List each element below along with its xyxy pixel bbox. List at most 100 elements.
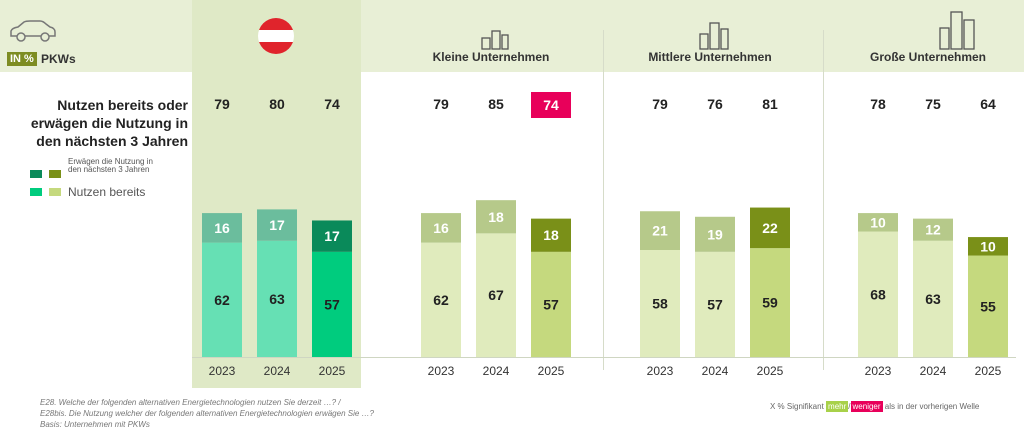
group-title-medium: Mittlere Unternehmen xyxy=(648,50,772,64)
bar-label-using: 62 xyxy=(433,292,449,308)
bar-label-using: 63 xyxy=(269,291,285,307)
year-label: 2024 xyxy=(919,364,947,378)
sig-prefix: X % Signifikant xyxy=(770,402,824,411)
bar-label-consider: 19 xyxy=(707,226,723,242)
bar-label-consider: 22 xyxy=(762,220,778,236)
total-value: 79 xyxy=(214,96,230,112)
total-value: 76 xyxy=(707,96,723,112)
bar-consider xyxy=(202,213,242,243)
bar-label-consider: 17 xyxy=(324,228,340,244)
bar-label-using: 58 xyxy=(652,295,668,311)
total-value: 79 xyxy=(652,96,668,112)
bar-label-consider: 16 xyxy=(214,220,230,236)
year-label: 2023 xyxy=(646,364,674,378)
bar-label-using: 57 xyxy=(707,296,723,312)
bar-using xyxy=(750,248,790,357)
sig-suffix: als in der vorherigen Welle xyxy=(884,402,980,411)
bar-consider xyxy=(257,209,297,241)
group-divider xyxy=(823,30,824,370)
total-value: 74 xyxy=(531,92,571,118)
question-title: Nutzen bereits oder erwägen die Nutzung … xyxy=(30,97,188,149)
bar-consider xyxy=(312,220,352,252)
sig-more-chip: mehr xyxy=(826,401,849,412)
bar-label-consider: 10 xyxy=(870,214,886,230)
bar-consider xyxy=(913,218,953,241)
total-value: 78 xyxy=(870,96,886,112)
medium-building-icon xyxy=(699,22,729,50)
bar-using xyxy=(312,251,352,357)
bar-label-consider: 17 xyxy=(269,217,285,233)
legend-label-using: Nutzen bereits xyxy=(68,185,146,199)
bar-consider xyxy=(531,218,571,252)
group-title-small: Kleine Unternehmen xyxy=(432,50,550,64)
total-value: 80 xyxy=(269,96,285,112)
legend-swatch-consider-at xyxy=(30,170,42,178)
bar-label-consider: 18 xyxy=(543,227,559,243)
bar-label-consider: 18 xyxy=(488,209,504,225)
legend-swatch-using-at xyxy=(30,188,42,196)
bar-label-using: 68 xyxy=(870,286,886,302)
year-label: 2024 xyxy=(701,364,729,378)
bar-using xyxy=(202,242,242,357)
total-value: 75 xyxy=(925,96,941,112)
bar-label-consider: 10 xyxy=(980,238,996,254)
bar-label-consider: 12 xyxy=(925,222,941,238)
year-label: 2024 xyxy=(263,364,291,378)
bar-using xyxy=(476,233,516,357)
year-label: 2023 xyxy=(427,364,455,378)
footnote-question-2: E28bis. Die Nutzung welcher der folgende… xyxy=(40,409,374,418)
sig-less-chip: weniger xyxy=(850,401,883,412)
car-icon xyxy=(10,20,56,42)
total-value: 85 xyxy=(488,96,504,112)
significance-legend: X % Signifikant mehr / weniger als in der … xyxy=(770,401,980,412)
bar-consider xyxy=(750,207,790,249)
unit-badge: IN % xyxy=(7,52,37,66)
bar-using xyxy=(640,249,680,357)
total-value: 64 xyxy=(980,96,996,112)
year-label: 2023 xyxy=(864,364,892,378)
category-label: PKWs xyxy=(41,52,76,66)
austria-flag-icon xyxy=(258,18,294,54)
bar-using xyxy=(858,231,898,357)
large-building-icon xyxy=(939,11,975,50)
bar-using xyxy=(968,255,1008,357)
header-band xyxy=(0,0,1024,72)
year-label: 2024 xyxy=(482,364,510,378)
sig-slash: / xyxy=(848,402,851,411)
year-label: 2025 xyxy=(974,364,1002,378)
bar-consider xyxy=(695,216,735,252)
bar-consider xyxy=(640,211,680,250)
footnote-base: Basis: Unternehmen mit PKWs xyxy=(40,420,150,429)
year-label: 2023 xyxy=(208,364,236,378)
bar-label-using: 62 xyxy=(214,292,230,308)
year-label: 2025 xyxy=(318,364,346,378)
bar-label-using: 63 xyxy=(925,291,941,307)
legend-label-consider: Erwägen die Nutzung in den nächsten 3 Ja… xyxy=(68,157,153,174)
bar-label-using: 67 xyxy=(488,287,504,303)
total-value: 74 xyxy=(324,96,340,112)
bar-label-using: 55 xyxy=(980,298,996,314)
bar-using xyxy=(421,242,461,357)
legend-swatch-using xyxy=(49,188,61,196)
bar-consider xyxy=(858,213,898,232)
legend-swatch-consider xyxy=(49,170,61,178)
bar-consider xyxy=(421,213,461,243)
total-value: 81 xyxy=(762,96,778,112)
group-divider xyxy=(603,30,604,370)
bar-label-using: 59 xyxy=(762,295,778,311)
footnote-question-1: E28. Welche der folgenden alternativen E… xyxy=(40,398,341,407)
group-title-large: Große Unternehmen xyxy=(869,50,986,64)
small-building-icon xyxy=(481,30,509,50)
bar-label-consider: 16 xyxy=(433,220,449,236)
bar-consider xyxy=(476,200,516,234)
bar-label-using: 57 xyxy=(324,296,340,312)
bar-using xyxy=(695,251,735,357)
bar-using xyxy=(531,251,571,357)
year-label: 2025 xyxy=(537,364,565,378)
year-label: 2025 xyxy=(756,364,784,378)
bar-label-using: 57 xyxy=(543,296,559,312)
bar-consider xyxy=(968,237,1008,256)
bar-label-consider: 21 xyxy=(652,223,668,239)
bar-using xyxy=(257,240,297,357)
